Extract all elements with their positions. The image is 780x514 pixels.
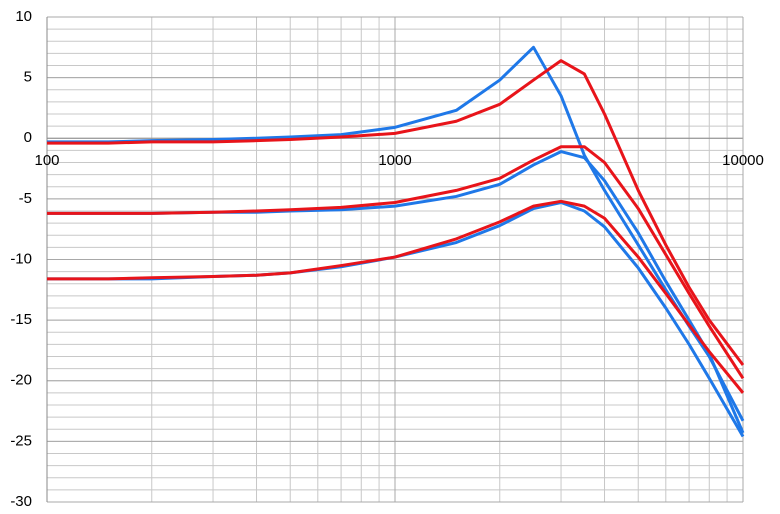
series-line <box>47 145 745 380</box>
series-line <box>47 45 745 422</box>
y-tick-label: -10 <box>10 250 32 267</box>
y-tick-label: -15 <box>10 311 32 328</box>
x-tick-label: 10000 <box>722 152 764 169</box>
y-tick-label: -5 <box>19 190 32 207</box>
y-tick-label: -25 <box>10 432 32 449</box>
y-tick-label: -20 <box>10 372 32 389</box>
y-tick-label: -30 <box>10 493 32 510</box>
series-line <box>47 199 745 394</box>
x-tick-label: 100 <box>34 152 59 169</box>
y-tick-label: 5 <box>24 69 32 86</box>
y-tick-label: 10 <box>15 8 32 25</box>
y-tick-label: 0 <box>24 129 32 146</box>
x-tick-label: 1000 <box>378 152 411 169</box>
series-line <box>47 59 745 366</box>
